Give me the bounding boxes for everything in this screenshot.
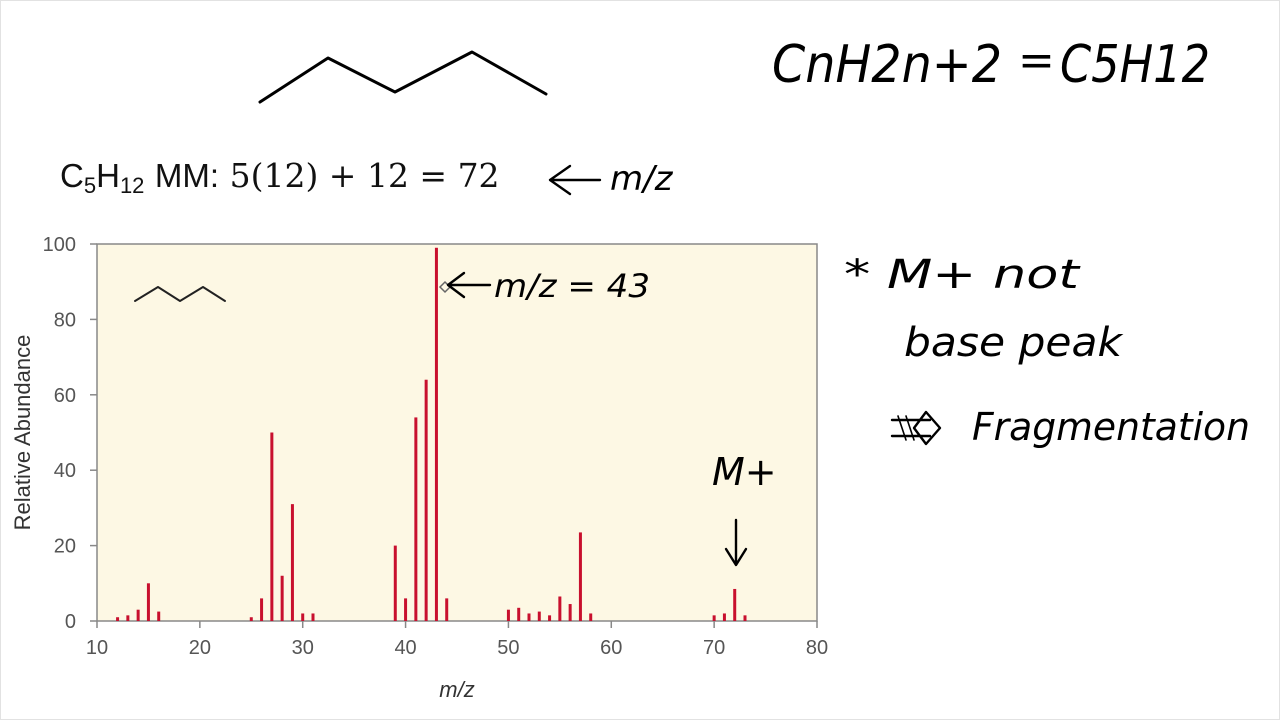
- spectrum-peak-bar: [558, 596, 562, 621]
- x-tick-label: 10: [86, 637, 108, 659]
- spectrum-peak-bar: [527, 613, 531, 621]
- y-tick-label: 100: [43, 234, 76, 256]
- side-notes: * M+ not base peak Fragmentation: [844, 252, 1250, 449]
- formula-sub-5: 5: [83, 173, 97, 198]
- y-tick-label: 40: [54, 460, 76, 482]
- spectrum-peak-bar: [290, 504, 294, 621]
- mz-note-text: m/z: [610, 159, 674, 199]
- x-tick-label: 70: [703, 637, 725, 659]
- spectrum-peak-bar: [280, 575, 284, 621]
- left-arrow-icon: [548, 164, 602, 196]
- formula-h: H: [96, 157, 120, 194]
- spectrum-peak-bar: [743, 615, 747, 621]
- spectrum-peak-bar: [517, 607, 521, 621]
- bars-group: [116, 247, 747, 621]
- x-tick-label: 30: [292, 637, 314, 659]
- spectrum-peak-bar: [578, 532, 582, 621]
- spectrum-peak-bar: [568, 604, 572, 621]
- spectrum-peak-bar: [157, 611, 161, 621]
- y-tick-label: 60: [54, 385, 76, 407]
- spectrum-peak-bar: [404, 598, 408, 621]
- general-formula-lhs: CnH2n+2: [772, 35, 1002, 95]
- spectrum-peak-bar: [506, 609, 510, 621]
- x-tick-labels: 10 20 30 40 50 60 70 80: [86, 637, 828, 659]
- double-arrow-icon: [890, 410, 942, 446]
- spectrum-peak-bar: [260, 598, 264, 621]
- spectrum-peak-bar: [537, 611, 541, 621]
- spectrum-peak-bar: [548, 615, 552, 621]
- y-axis-label: Relative Abundance: [10, 335, 35, 531]
- spectrum-peak-bar: [414, 417, 418, 621]
- x-axis-label: m/z: [439, 677, 474, 702]
- general-formula-equals: =: [1018, 35, 1055, 86]
- mz-arrow-note: m/z: [548, 159, 674, 199]
- pentane-zigzag: [258, 50, 548, 104]
- spectrum-peak-bar: [712, 615, 716, 621]
- spectrum-peak-bar: [146, 583, 150, 621]
- inset-structure-drawing: [134, 286, 226, 302]
- plot-area: [96, 243, 818, 622]
- molecular-ion-annotation: M+: [712, 450, 777, 567]
- molecular-ion-label: M+: [712, 450, 777, 494]
- x-tick-label: 50: [497, 637, 519, 659]
- note-base-peak: base peak: [904, 320, 1124, 366]
- x-tick-label: 20: [189, 637, 211, 659]
- spectrum-peak-bar: [424, 379, 428, 621]
- base-peak-annotation: m/z = 43: [438, 267, 650, 305]
- spectrum-peak-bar: [126, 615, 130, 621]
- x-tick-label: 40: [394, 637, 416, 659]
- spectrum-peak-bar: [733, 588, 737, 621]
- formula-sub-12: 12: [119, 173, 145, 198]
- base-peak-note-text: m/z = 43: [494, 267, 650, 305]
- y-tick-labels: 0 20 40 60 80 100: [43, 234, 76, 633]
- left-arrow-icon: [446, 271, 492, 299]
- axis-ticks-group: [90, 243, 818, 628]
- spectrum-peak-bar: [249, 617, 253, 621]
- y-tick-label: 80: [54, 309, 76, 331]
- mass-spectrum-chart: 10 20 30 40 50 60 70 80 0 20 40 60 80 100 m/z Relati…: [10, 234, 828, 702]
- pentane-skeletal-drawing: [258, 50, 548, 104]
- note-fragmentation: Fragmentation: [972, 405, 1250, 449]
- spectrum-peak-bar: [722, 613, 726, 621]
- general-formula-rhs: C5H12: [1060, 35, 1210, 95]
- spectrum-peak-bar: [270, 432, 274, 621]
- note-m-plus-not: * M+ not: [844, 252, 1081, 298]
- spectrum-peak-bar: [136, 609, 140, 621]
- y-tick-label: 20: [54, 536, 76, 558]
- spectrum-peak-bar: [445, 598, 449, 621]
- spectrum-peak-bar: [589, 613, 593, 621]
- spectrum-peak-bar: [311, 613, 315, 621]
- formula-mm-label: MM:: [154, 157, 220, 194]
- x-tick-label: 80: [806, 637, 828, 659]
- x-tick-label: 60: [600, 637, 622, 659]
- spectrum-peak-bar: [116, 617, 120, 621]
- formula-mm-expression: 5(12) + 12 = 72: [229, 156, 500, 195]
- spectrum-peak-bar: [393, 545, 397, 621]
- general-formula-handwritten: CnH2n+2 = C5H12: [772, 35, 1210, 95]
- y-tick-label: 0: [65, 611, 76, 633]
- molar-mass-formula: C5H12 MM: 5(12) + 12 = 72: [60, 156, 500, 199]
- spectrum-peak-bar: [434, 247, 438, 621]
- formula-c: C: [60, 157, 84, 194]
- down-arrow-icon: [724, 518, 748, 567]
- spectrum-peak-bar: [301, 613, 305, 621]
